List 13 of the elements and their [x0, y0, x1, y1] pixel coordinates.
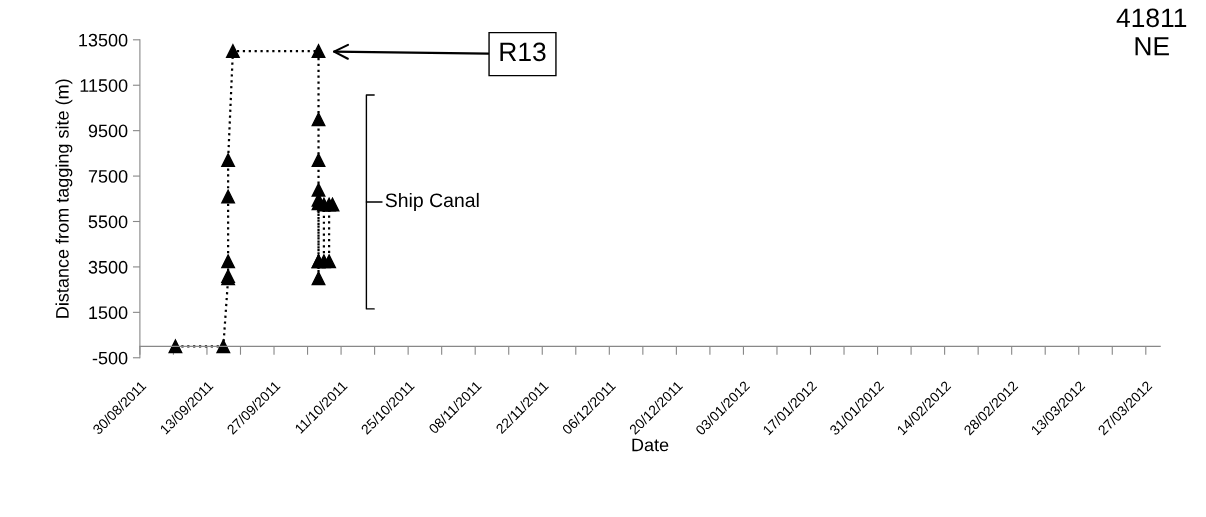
y-tick-label: 9500 — [88, 124, 128, 138]
y-tick-label: 7500 — [88, 170, 128, 183]
y-tick-label: 3500 — [88, 260, 128, 274]
annotation: R13 — [500, 42, 546, 62]
y-tick-label: -500 — [92, 351, 128, 365]
y-tick-label: 13500 — [79, 33, 128, 47]
y-tick-label: 1500 — [89, 306, 128, 320]
y-tick-label: 5500 — [88, 215, 128, 229]
y-axis-title: Distance from tagging site (m) — [55, 79, 73, 318]
annotation: Ship Canal — [385, 192, 479, 212]
x-axis-title: Date — [632, 438, 669, 452]
annotation: 41811 NE — [1116, 8, 1187, 56]
y-tick-label: 11500 — [80, 79, 128, 92]
